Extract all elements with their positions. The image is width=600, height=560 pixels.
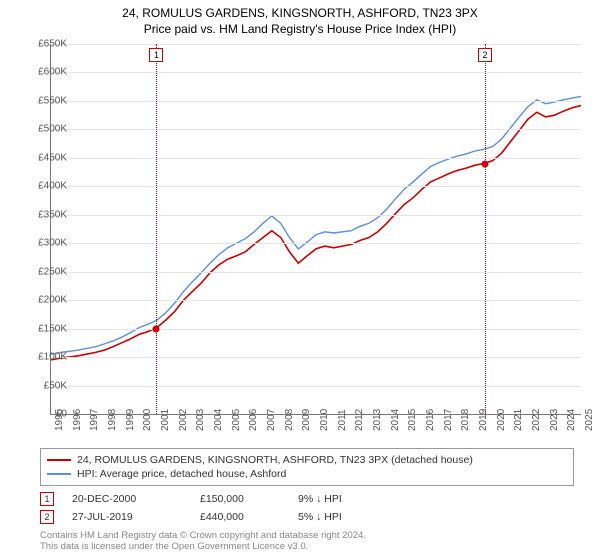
- x-axis-label: 2007: [266, 409, 277, 431]
- x-axis-label: 2019: [478, 409, 489, 431]
- x-axis-label: 2002: [178, 409, 189, 431]
- chart-subtitle: Price paid vs. HM Land Registry's House …: [0, 20, 600, 36]
- event-dot: [482, 160, 489, 167]
- series-line: [51, 106, 581, 360]
- gridline-h: [51, 300, 581, 301]
- x-axis-label: 1996: [72, 409, 83, 431]
- event-dot: [153, 325, 160, 332]
- y-axis-label: £450K: [23, 152, 67, 163]
- x-axis-label: 1999: [125, 409, 136, 431]
- legend-item: 24, ROMULUS GARDENS, KINGSNORTH, ASHFORD…: [47, 453, 567, 467]
- y-axis-label: £400K: [23, 181, 67, 192]
- x-axis-label: 2023: [549, 409, 560, 431]
- sale-delta: 9% ↓ HPI: [298, 493, 378, 505]
- gridline-h: [51, 186, 581, 187]
- sale-date: 27-JUL-2019: [72, 511, 182, 523]
- x-axis-label: 2012: [354, 409, 365, 431]
- x-axis-label: 2008: [284, 409, 295, 431]
- x-axis-label: 2015: [407, 409, 418, 431]
- legend-label: HPI: Average price, detached house, Ashf…: [77, 468, 286, 480]
- footnote-line1: Contains HM Land Registry data © Crown c…: [40, 530, 366, 541]
- x-axis-label: 2004: [213, 409, 224, 431]
- x-axis-label: 2025: [584, 409, 595, 431]
- gridline-h: [51, 129, 581, 130]
- gridline-h: [51, 101, 581, 102]
- y-axis-label: £50K: [23, 380, 67, 391]
- sale-price: £440,000: [200, 511, 280, 523]
- y-axis-label: £600K: [23, 67, 67, 78]
- x-axis-label: 2022: [531, 409, 542, 431]
- gridline-h: [51, 386, 581, 387]
- sale-date: 20-DEC-2000: [72, 493, 182, 505]
- y-axis-label: £300K: [23, 238, 67, 249]
- x-axis-label: 2014: [390, 409, 401, 431]
- chart-title: 24, ROMULUS GARDENS, KINGSNORTH, ASHFORD…: [0, 0, 600, 20]
- x-axis-label: 2010: [319, 409, 330, 431]
- legend-item: HPI: Average price, detached house, Ashf…: [47, 467, 567, 481]
- x-axis-label: 2016: [425, 409, 436, 431]
- x-axis-label: 2020: [496, 409, 507, 431]
- x-axis-label: 2013: [372, 409, 383, 431]
- y-axis-label: £650K: [23, 39, 67, 50]
- series-line: [51, 96, 581, 354]
- gridline-h: [51, 72, 581, 73]
- sale-row: 2 27-JUL-2019 £440,000 5% ↓ HPI: [40, 508, 560, 526]
- sale-row: 1 20-DEC-2000 £150,000 9% ↓ HPI: [40, 490, 560, 508]
- x-axis-label: 2000: [142, 409, 153, 431]
- x-axis-label: 1997: [89, 409, 100, 431]
- y-axis-label: £150K: [23, 323, 67, 334]
- x-axis-label: 1998: [107, 409, 118, 431]
- y-axis-label: £0: [23, 409, 67, 420]
- gridline-h: [51, 158, 581, 159]
- y-axis-label: £350K: [23, 209, 67, 220]
- legend-label: 24, ROMULUS GARDENS, KINGSNORTH, ASHFORD…: [77, 454, 473, 466]
- event-vline: [156, 44, 157, 414]
- x-axis-label: 2021: [513, 409, 524, 431]
- legend-box: 24, ROMULUS GARDENS, KINGSNORTH, ASHFORD…: [40, 448, 574, 486]
- gridline-h: [51, 243, 581, 244]
- x-axis-label: 2018: [460, 409, 471, 431]
- x-axis-label: 2006: [248, 409, 259, 431]
- y-axis-label: £250K: [23, 266, 67, 277]
- x-axis-label: 2001: [160, 409, 171, 431]
- x-axis-label: 2005: [231, 409, 242, 431]
- chart-container: 24, ROMULUS GARDENS, KINGSNORTH, ASHFORD…: [0, 0, 600, 560]
- sale-index-box: 1: [40, 492, 54, 506]
- gridline-h: [51, 44, 581, 45]
- legend-swatch: [47, 473, 71, 475]
- event-vline: [485, 44, 486, 414]
- y-axis-label: £550K: [23, 95, 67, 106]
- event-marker-box: 2: [478, 48, 492, 62]
- x-axis-label: 2024: [566, 409, 577, 431]
- gridline-h: [51, 357, 581, 358]
- y-axis-label: £100K: [23, 352, 67, 363]
- x-axis-label: 2017: [443, 409, 454, 431]
- sale-price: £150,000: [200, 493, 280, 505]
- sale-index-box: 2: [40, 510, 54, 524]
- footnote: Contains HM Land Registry data © Crown c…: [40, 530, 560, 553]
- x-axis-label: 2011: [337, 409, 348, 431]
- legend-swatch: [47, 459, 71, 461]
- footnote-line2: This data is licensed under the Open Gov…: [40, 541, 308, 552]
- gridline-h: [51, 215, 581, 216]
- sale-delta: 5% ↓ HPI: [298, 511, 378, 523]
- y-axis-label: £500K: [23, 124, 67, 135]
- x-axis-label: 2003: [195, 409, 206, 431]
- sales-table: 1 20-DEC-2000 £150,000 9% ↓ HPI 2 27-JUL-2019…: [40, 490, 560, 526]
- x-axis-label: 2009: [301, 409, 312, 431]
- event-marker-box: 1: [149, 48, 163, 62]
- gridline-h: [51, 272, 581, 273]
- chart-lines-svg: [51, 44, 581, 414]
- y-axis-label: £200K: [23, 295, 67, 306]
- chart-plot-area: 1995199619971998199920002001200220032004…: [50, 44, 581, 415]
- gridline-h: [51, 329, 581, 330]
